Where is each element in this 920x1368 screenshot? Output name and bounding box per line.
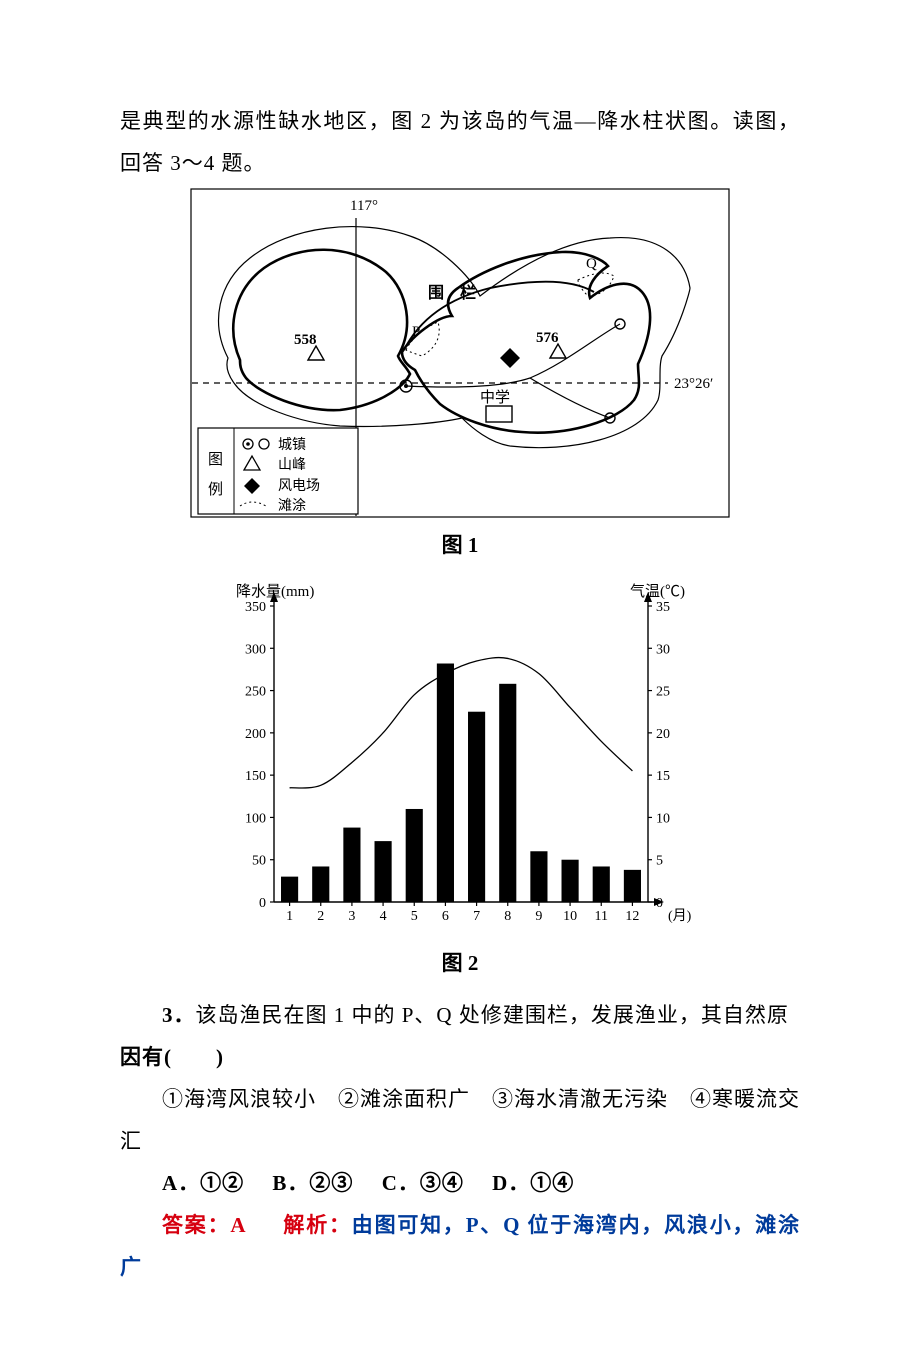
svg-text:576: 576 xyxy=(536,330,559,346)
svg-text:350: 350 xyxy=(245,600,266,615)
svg-text:10: 10 xyxy=(563,909,577,924)
svg-text:35: 35 xyxy=(656,600,670,615)
figure-1: 23°26′ 117° 围 栏 P Q 558 576 中学图例 城镇山峰风电场滩涂 xyxy=(120,188,800,518)
svg-text:117°: 117° xyxy=(350,198,378,214)
svg-text:围 栏: 围 栏 xyxy=(428,283,482,302)
svg-text:7: 7 xyxy=(473,909,480,924)
svg-text:20: 20 xyxy=(656,727,670,742)
svg-text:1: 1 xyxy=(286,909,293,924)
svg-text:0: 0 xyxy=(656,896,663,911)
svg-text:例: 例 xyxy=(208,481,223,498)
figure-2: 降水量(mm)气温(℃)0501001502002503003500510152… xyxy=(120,576,800,936)
q3-options: A．①② B．②③ C．③④ D．①④ xyxy=(120,1162,800,1204)
svg-text:风电场: 风电场 xyxy=(278,478,320,494)
svg-text:P: P xyxy=(412,324,420,340)
svg-text:山峰: 山峰 xyxy=(278,457,306,473)
q3-number: 3． xyxy=(162,1003,196,1027)
q3-opt-b: B．②③ xyxy=(272,1171,353,1195)
svg-text:15: 15 xyxy=(656,769,670,784)
svg-text:300: 300 xyxy=(245,642,266,657)
analysis-label: 解析： xyxy=(283,1213,351,1237)
svg-text:9: 9 xyxy=(535,909,542,924)
q3-stem-line1: 该岛渔民在图 1 中的 P、Q 处修建围栏，发展渔业，其自然原 xyxy=(196,1003,789,1027)
svg-text:4: 4 xyxy=(380,909,387,924)
svg-text:中学: 中学 xyxy=(480,389,510,406)
answer-3: 答案：A 解析：由图可知，P、Q 位于海湾内，风浪小，滩涂广 xyxy=(120,1204,800,1288)
figure-2-caption: 图 2 xyxy=(120,942,800,984)
svg-text:5: 5 xyxy=(411,909,418,924)
q3-stem-line2: 因有( ) xyxy=(120,1036,800,1078)
svg-text:200: 200 xyxy=(245,727,266,742)
figure-1-caption: 图 1 xyxy=(120,524,800,566)
svg-text:3: 3 xyxy=(348,909,355,924)
svg-text:10: 10 xyxy=(656,811,670,826)
q3-stem: 3．该岛渔民在图 1 中的 P、Q 处修建围栏，发展渔业，其自然原 xyxy=(120,994,800,1036)
svg-text:滩涂: 滩涂 xyxy=(278,498,306,514)
svg-text:图: 图 xyxy=(208,451,223,468)
answer-label: 答案： xyxy=(162,1213,230,1237)
svg-text:23°26′: 23°26′ xyxy=(674,376,713,392)
figure-1-svg: 23°26′ 117° 围 栏 P Q 558 576 中学图例 城镇山峰风电场滩涂 xyxy=(190,188,730,518)
q3-opt-c: C．③④ xyxy=(382,1171,464,1195)
svg-text:2: 2 xyxy=(317,909,324,924)
q3-opt-d: D．①④ xyxy=(492,1171,574,1195)
svg-text:30: 30 xyxy=(656,642,670,657)
svg-text:50: 50 xyxy=(252,854,266,869)
svg-text:城镇: 城镇 xyxy=(278,437,306,453)
svg-text:250: 250 xyxy=(245,685,266,700)
svg-text:气温(℃): 气温(℃) xyxy=(630,583,685,600)
answer-value: A xyxy=(230,1213,246,1237)
q3-choices: ①海湾风浪较小 ②滩涂面积广 ③海水清澈无污染 ④寒暖流交汇 xyxy=(120,1078,800,1162)
svg-text:12: 12 xyxy=(625,909,639,924)
svg-text:11: 11 xyxy=(595,909,608,924)
svg-text:100: 100 xyxy=(245,811,266,826)
figure-2-svg: 降水量(mm)气温(℃)0501001502002503003500510152… xyxy=(220,576,700,936)
svg-text:558: 558 xyxy=(294,332,317,348)
svg-text:8: 8 xyxy=(504,909,511,924)
svg-text:Q: Q xyxy=(586,256,597,272)
svg-text:6: 6 xyxy=(442,909,449,924)
svg-text:25: 25 xyxy=(656,685,670,700)
intro-text: 是典型的水源性缺水地区，图 2 为该岛的气温—降水柱状图。读图，回答 3～4 题… xyxy=(120,100,800,184)
svg-text:5: 5 xyxy=(656,854,663,869)
q3-opt-a: A．①② xyxy=(162,1171,244,1195)
svg-text:0: 0 xyxy=(259,896,266,911)
svg-text:(月): (月) xyxy=(668,908,692,924)
svg-text:150: 150 xyxy=(245,769,266,784)
